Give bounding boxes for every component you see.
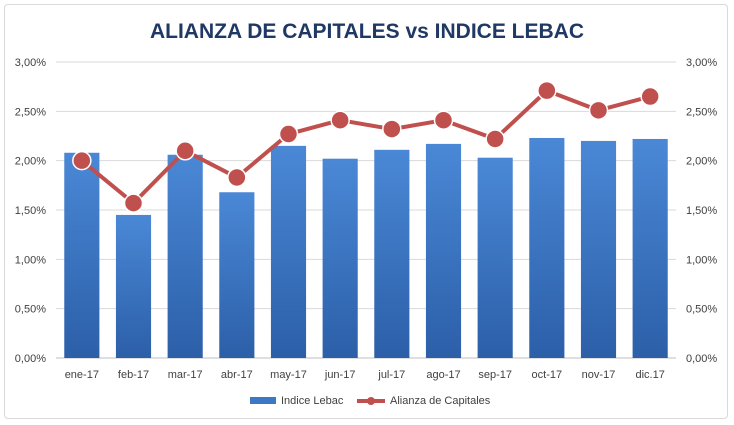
point-alianza-de-capitales bbox=[433, 110, 454, 130]
bar-indice-lebac bbox=[115, 214, 152, 358]
point-alianza-de-capitales bbox=[382, 119, 402, 139]
x-tick-label: dic.17 bbox=[635, 369, 664, 381]
x-tick-label: abr-17 bbox=[221, 369, 253, 381]
y-tick-label-left: 0,50% bbox=[15, 304, 46, 316]
x-tick-label: ene-17 bbox=[65, 369, 99, 381]
bar-indice-lebac bbox=[322, 158, 358, 358]
point-alianza-de-capitales bbox=[123, 193, 144, 213]
legend-label-alianza-de-capitales: Alianza de Capitales bbox=[390, 395, 491, 407]
x-tick-label: sep-17 bbox=[478, 369, 512, 381]
legend-swatch-indice-lebac bbox=[250, 397, 276, 404]
point-alianza-de-capitales bbox=[330, 110, 350, 130]
y-tick-label-right: 2,50% bbox=[686, 106, 717, 118]
point-alianza-de-capitales bbox=[640, 86, 660, 107]
point-alianza-de-capitales bbox=[227, 167, 247, 188]
y-tick-label-left: 2,00% bbox=[15, 156, 46, 168]
y-tick-label-left: 1,00% bbox=[15, 254, 46, 266]
x-tick-label: jun-17 bbox=[324, 369, 356, 381]
chart-title: ALIANZA DE CAPITALES vs INDICE LEBAC bbox=[149, 20, 585, 43]
x-tick-label: feb-17 bbox=[118, 369, 149, 381]
bar-indice-lebac bbox=[529, 137, 565, 358]
y-tick-label-left: 2,50% bbox=[15, 106, 46, 118]
x-tick-label: nov-17 bbox=[582, 369, 616, 381]
y-tick-label-left: 1,50% bbox=[15, 205, 46, 217]
point-alianza-de-capitales bbox=[537, 80, 557, 101]
point-alianza-de-capitales bbox=[278, 124, 299, 144]
x-tick-label: ago-17 bbox=[426, 369, 460, 381]
y-tick-label-right: 0,00% bbox=[686, 353, 717, 365]
bar-indice-lebac bbox=[270, 145, 307, 358]
x-tick-label: may-17 bbox=[270, 369, 307, 381]
y-tick-label-left: 0,00% bbox=[15, 353, 46, 365]
point-alianza-de-capitales bbox=[485, 129, 505, 149]
y-tick-label-right: 2,00% bbox=[686, 156, 717, 168]
bar-indice-lebac bbox=[167, 154, 203, 358]
bar-indice-lebac bbox=[580, 140, 617, 358]
y-tick-label-right: 1,00% bbox=[686, 254, 717, 266]
bar-indice-lebac bbox=[374, 149, 410, 358]
y-tick-label-right: 1,50% bbox=[686, 205, 717, 217]
y-tick-label-right: 0,50% bbox=[686, 304, 717, 316]
bar-indice-lebac bbox=[632, 138, 668, 358]
y-tick-label-left: 3,00% bbox=[15, 57, 46, 69]
point-alianza-de-capitales bbox=[72, 150, 92, 171]
legend-marker-alianza-de-capitales bbox=[367, 397, 375, 405]
x-tick-label: jul-17 bbox=[377, 369, 405, 381]
bar-indice-lebac bbox=[477, 157, 513, 358]
bar-indice-lebac bbox=[219, 192, 255, 358]
x-tick-label: mar-17 bbox=[168, 369, 203, 381]
bar-indice-lebac bbox=[425, 143, 462, 358]
x-tick-label: oct-17 bbox=[532, 369, 563, 381]
legend-label-indice-lebac: Indice Lebac bbox=[281, 395, 344, 407]
line-alianza-de-capitales bbox=[80, 88, 651, 206]
point-alianza-de-capitales bbox=[588, 100, 609, 121]
bar-indice-lebac bbox=[64, 152, 100, 358]
y-tick-label-right: 3,00% bbox=[686, 57, 717, 69]
point-alianza-de-capitales bbox=[175, 141, 195, 161]
